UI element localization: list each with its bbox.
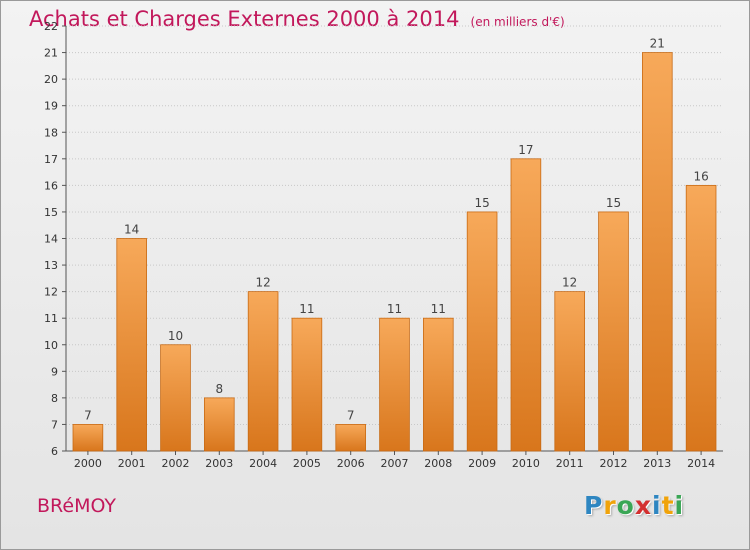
logo-letter: t — [661, 491, 675, 520]
bar — [204, 397, 235, 452]
x-tick-label: 2009 — [468, 457, 496, 470]
data-label: 7 — [347, 408, 355, 422]
y-tick-label: 14 — [44, 233, 58, 246]
bar — [510, 158, 542, 452]
data-label: 11 — [299, 302, 314, 316]
bar — [335, 424, 366, 452]
bar — [291, 317, 323, 452]
data-label: 14 — [124, 223, 139, 237]
y-tick-label: 7 — [51, 418, 58, 431]
x-tick-label: 2001 — [118, 457, 146, 470]
logo-letter: i — [652, 491, 662, 520]
data-label: 21 — [650, 37, 665, 51]
logo-letter: x — [634, 491, 652, 520]
y-tick-label: 21 — [44, 47, 58, 60]
bar — [554, 291, 585, 452]
x-tick-label: 2013 — [643, 457, 671, 470]
bar — [685, 184, 717, 452]
data-label: 12 — [255, 276, 270, 290]
logo-letter: P — [584, 491, 604, 520]
bar — [598, 211, 629, 452]
y-tick-label: 18 — [44, 126, 58, 139]
data-label: 17 — [518, 143, 533, 157]
data-label: 16 — [693, 169, 708, 183]
data-label: 10 — [168, 329, 183, 343]
data-label: 8 — [215, 382, 223, 396]
y-tick-label: 12 — [44, 286, 58, 299]
bar — [160, 344, 191, 452]
y-tick-label: 11 — [44, 312, 58, 325]
y-tick-label: 20 — [44, 73, 58, 86]
y-tick-label: 13 — [44, 259, 58, 272]
x-tick-label: 2002 — [162, 457, 190, 470]
unit-note: (en milliers d'€) — [470, 15, 565, 29]
x-tick-label: 2005 — [293, 457, 321, 470]
bar — [379, 317, 410, 452]
x-tick-label: 2003 — [205, 457, 233, 470]
logo-letter: i — [674, 491, 685, 520]
proxiti-logo: Proxiti — [584, 491, 684, 520]
y-tick-label: 22 — [44, 20, 58, 33]
y-tick-label: 19 — [44, 100, 58, 113]
logo-letter: o — [616, 491, 635, 520]
y-tick-label: 8 — [51, 392, 58, 405]
x-tick-label: 2004 — [249, 457, 277, 470]
title-text: Achats et Charges Externes 2000 à 2014 — [29, 7, 460, 31]
data-label: 15 — [606, 196, 621, 210]
data-label: 11 — [387, 302, 402, 316]
y-tick-label: 15 — [44, 206, 58, 219]
bar — [466, 211, 498, 452]
bar — [116, 238, 147, 452]
x-tick-label: 2012 — [600, 457, 628, 470]
data-label: 11 — [431, 302, 446, 316]
y-tick-label: 9 — [51, 365, 58, 378]
x-tick-label: 2014 — [687, 457, 715, 470]
x-tick-label: 2006 — [337, 457, 365, 470]
bar — [72, 424, 104, 452]
data-label: 15 — [474, 196, 489, 210]
data-label: 7 — [84, 408, 92, 422]
y-tick-label: 10 — [44, 339, 58, 352]
bar — [247, 291, 279, 452]
x-tick-label: 2008 — [424, 457, 452, 470]
y-tick-label: 6 — [51, 445, 58, 458]
logo-letter: r — [603, 491, 617, 520]
x-tick-label: 2007 — [381, 457, 409, 470]
town-name: BRéMOY — [37, 495, 116, 517]
chart-title: Achats et Charges Externes 2000 à 2014 (… — [29, 7, 565, 31]
x-tick-label: 2010 — [512, 457, 540, 470]
data-label: 12 — [562, 276, 577, 290]
y-tick-label: 16 — [44, 179, 58, 192]
bar — [423, 317, 454, 452]
x-tick-label: 2011 — [556, 457, 584, 470]
y-tick-label: 17 — [44, 153, 58, 166]
bar — [642, 52, 673, 452]
x-tick-label: 2000 — [74, 457, 102, 470]
